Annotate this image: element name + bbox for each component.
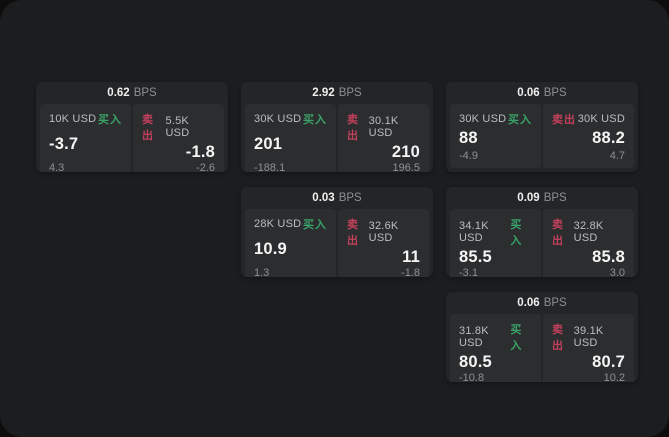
bps-value: 0.03 — [312, 192, 335, 204]
sell-price: -1.8 — [185, 143, 215, 161]
buy-delta: -4.9 — [459, 150, 478, 162]
sell-label: 卖出 — [347, 114, 359, 142]
sell-panel[interactable]: 卖出 30K USD 88.2 4.7 — [543, 104, 634, 168]
cards-grid: 0.62 BPS 10K USD 买入 -3.7 4.3 卖出 5.5K USD… — [36, 82, 638, 382]
sell-notional: 30K USD — [577, 113, 625, 125]
quote-card: 0.06 BPS 30K USD 买入 88 -4.9 卖出 30K USD 8… — [446, 82, 638, 172]
quote-card: 0.06 BPS 31.8K USD 买入 80.5 -10.8 卖出 39.1… — [446, 292, 638, 382]
sell-price: 210 — [391, 143, 420, 161]
buy-panel[interactable]: 30K USD 买入 201 -188.1 — [245, 104, 336, 172]
buy-price: 201 — [254, 135, 283, 153]
buy-price: 80.5 — [459, 353, 492, 371]
sell-label: 卖出 — [552, 114, 576, 126]
sell-panel[interactable]: 卖出 32.8K USD 85.8 3.0 — [543, 209, 634, 277]
bps-value: 0.06 — [517, 297, 540, 309]
bps-unit-label: BPS — [338, 192, 362, 204]
bps-header: 0.62 BPS — [36, 82, 228, 104]
sell-label: 卖出 — [347, 219, 359, 247]
quote-panels: 28K USD 买入 10.9 1.3 卖出 32.6K USD 11 -1.8 — [241, 209, 433, 277]
sell-label: 卖出 — [142, 114, 154, 142]
bps-unit-label: BPS — [133, 87, 157, 99]
sell-price: 11 — [402, 248, 420, 266]
sell-notional: 32.8K USD — [573, 220, 604, 244]
sell-notional: 5.5K USD — [165, 115, 190, 139]
sell-label: 卖出 — [552, 324, 564, 352]
buy-price: -3.7 — [49, 135, 79, 153]
quote-panels: 31.8K USD 买入 80.5 -10.8 卖出 39.1K USD 80.… — [446, 314, 638, 382]
sell-price: 85.8 — [592, 248, 625, 266]
buy-label: 买入 — [303, 114, 327, 126]
bps-value: 0.62 — [107, 87, 130, 99]
bps-unit-label: BPS — [543, 297, 567, 309]
sell-delta: 4.7 — [609, 150, 625, 162]
buy-delta: -188.1 — [254, 162, 286, 172]
sell-notional: 39.1K USD — [573, 325, 604, 349]
bps-header: 2.92 BPS — [241, 82, 433, 104]
bps-value: 0.06 — [517, 87, 540, 99]
buy-delta: -10.8 — [459, 372, 485, 382]
buy-panel[interactable]: 30K USD 买入 88 -4.9 — [450, 104, 541, 168]
sell-panel[interactable]: 卖出 5.5K USD -1.8 -2.6 — [133, 104, 224, 172]
sell-delta: 196.5 — [392, 162, 420, 172]
buy-delta: 1.3 — [254, 267, 270, 277]
buy-notional: 30K USD — [254, 113, 302, 125]
bps-header: 0.06 BPS — [446, 82, 638, 104]
bps-unit-label: BPS — [543, 192, 567, 204]
buy-price: 88 — [459, 129, 478, 147]
buy-panel[interactable]: 31.8K USD 买入 80.5 -10.8 — [450, 314, 541, 382]
quote-panels: 30K USD 买入 201 -188.1 卖出 30.1K USD 210 1… — [241, 104, 433, 172]
buy-label: 买入 — [510, 219, 523, 247]
buy-price: 10.9 — [254, 240, 287, 258]
buy-notional: 31.8K USD — [459, 325, 489, 349]
buy-delta: 4.3 — [49, 162, 65, 172]
quote-card: 2.92 BPS 30K USD 买入 201 -188.1 卖出 30.1K … — [241, 82, 433, 172]
quote-panels: 30K USD 买入 88 -4.9 卖出 30K USD 88.2 4.7 — [446, 104, 638, 172]
buy-notional: 28K USD — [254, 218, 302, 230]
bps-header: 0.03 BPS — [241, 187, 433, 209]
bps-header: 0.09 BPS — [446, 187, 638, 209]
sell-price: 80.7 — [592, 353, 625, 371]
quote-card: 0.62 BPS 10K USD 买入 -3.7 4.3 卖出 5.5K USD… — [36, 82, 228, 172]
buy-label: 买入 — [98, 114, 122, 126]
sell-delta: -2.6 — [196, 162, 215, 172]
buy-label: 买入 — [510, 324, 523, 352]
sell-delta: -1.8 — [401, 267, 420, 277]
bps-unit-label: BPS — [543, 87, 567, 99]
buy-notional: 34.1K USD — [459, 220, 489, 244]
buy-label: 买入 — [508, 114, 532, 126]
sell-delta: 10.2 — [603, 372, 625, 382]
buy-delta: -3.1 — [459, 267, 478, 277]
buy-panel[interactable]: 34.1K USD 买入 85.5 -3.1 — [450, 209, 541, 277]
buy-notional: 30K USD — [459, 113, 507, 125]
sell-delta: 3.0 — [609, 267, 625, 277]
bps-header: 0.06 BPS — [446, 292, 638, 314]
bps-unit-label: BPS — [338, 87, 362, 99]
sell-label: 卖出 — [552, 219, 564, 247]
buy-label: 买入 — [303, 219, 327, 231]
sell-notional: 32.6K USD — [368, 220, 399, 244]
sell-panel[interactable]: 卖出 39.1K USD 80.7 10.2 — [543, 314, 634, 382]
quote-card: 0.09 BPS 34.1K USD 买入 85.5 -3.1 卖出 32.8K… — [446, 187, 638, 277]
buy-panel[interactable]: 28K USD 买入 10.9 1.3 — [245, 209, 336, 277]
buy-price: 85.5 — [459, 248, 492, 266]
quote-panels: 34.1K USD 买入 85.5 -3.1 卖出 32.8K USD 85.8… — [446, 209, 638, 277]
bps-value: 2.92 — [312, 87, 335, 99]
sell-notional: 30.1K USD — [368, 115, 399, 139]
sell-price: 88.2 — [592, 129, 625, 147]
sell-panel[interactable]: 卖出 30.1K USD 210 196.5 — [338, 104, 429, 172]
bps-value: 0.09 — [517, 192, 540, 204]
sell-panel[interactable]: 卖出 32.6K USD 11 -1.8 — [338, 209, 429, 277]
buy-notional: 10K USD — [49, 113, 97, 125]
quote-panels: 10K USD 买入 -3.7 4.3 卖出 5.5K USD -1.8 -2.… — [36, 104, 228, 172]
buy-panel[interactable]: 10K USD 买入 -3.7 4.3 — [40, 104, 131, 172]
quote-card: 0.03 BPS 28K USD 买入 10.9 1.3 卖出 32.6K US… — [241, 187, 433, 277]
